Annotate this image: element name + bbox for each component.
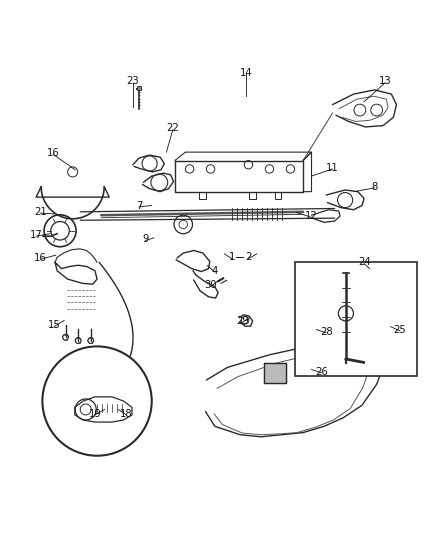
- Text: 28: 28: [320, 327, 332, 337]
- Text: 22: 22: [166, 123, 179, 133]
- Bar: [295, 262, 417, 376]
- Text: 18: 18: [120, 409, 133, 418]
- Text: 16: 16: [46, 148, 59, 158]
- Text: 2: 2: [245, 252, 251, 262]
- Text: 26: 26: [316, 367, 328, 377]
- Text: 29: 29: [236, 316, 248, 326]
- Text: 11: 11: [326, 163, 339, 173]
- Text: 14: 14: [240, 68, 253, 78]
- Circle shape: [42, 346, 152, 456]
- Text: 25: 25: [393, 325, 406, 335]
- Polygon shape: [265, 363, 286, 383]
- Text: 1: 1: [229, 252, 235, 262]
- Bar: [137, 86, 141, 90]
- Text: 19: 19: [88, 409, 101, 418]
- Text: 9: 9: [142, 234, 148, 244]
- Text: 23: 23: [127, 77, 139, 86]
- Text: 13: 13: [379, 77, 392, 86]
- Text: 8: 8: [371, 182, 378, 191]
- Text: 4: 4: [212, 266, 218, 276]
- Text: 16: 16: [34, 253, 47, 263]
- Text: 12: 12: [305, 211, 318, 221]
- Text: 30: 30: [205, 280, 217, 290]
- Text: 15: 15: [48, 320, 60, 330]
- Text: 7: 7: [136, 200, 142, 211]
- Text: 21: 21: [34, 207, 47, 217]
- Text: 24: 24: [358, 257, 371, 267]
- Text: 17: 17: [30, 230, 42, 240]
